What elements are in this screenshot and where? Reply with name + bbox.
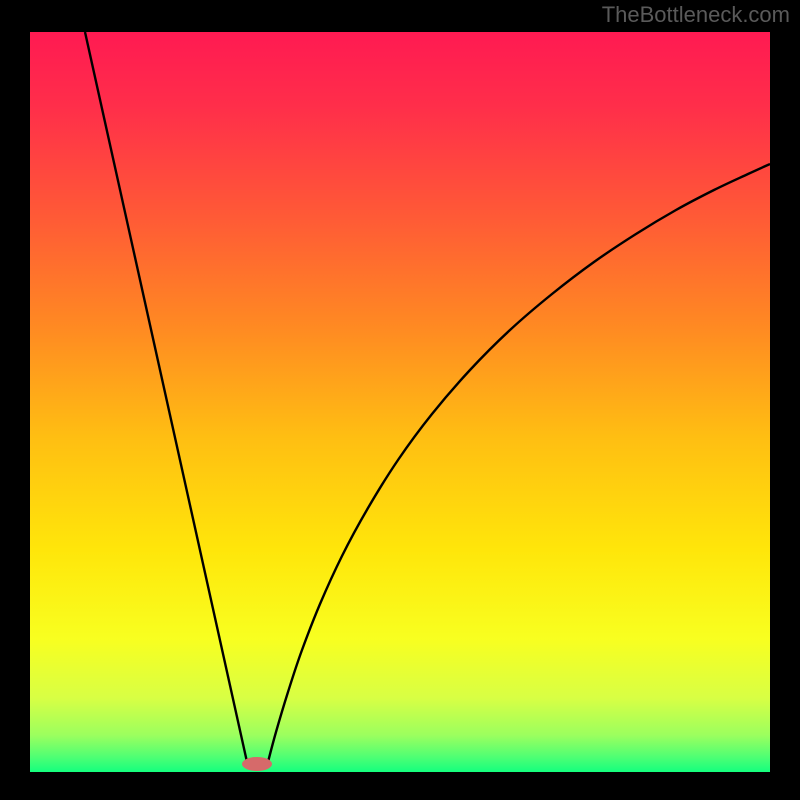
- optimal-marker: [242, 757, 272, 771]
- right-curve: [268, 164, 770, 762]
- chart-canvas: TheBottleneck.com: [0, 0, 800, 800]
- watermark-text: TheBottleneck.com: [602, 2, 790, 28]
- left-curve: [85, 32, 247, 762]
- plot-area: [30, 32, 770, 772]
- curve-layer: [30, 32, 770, 772]
